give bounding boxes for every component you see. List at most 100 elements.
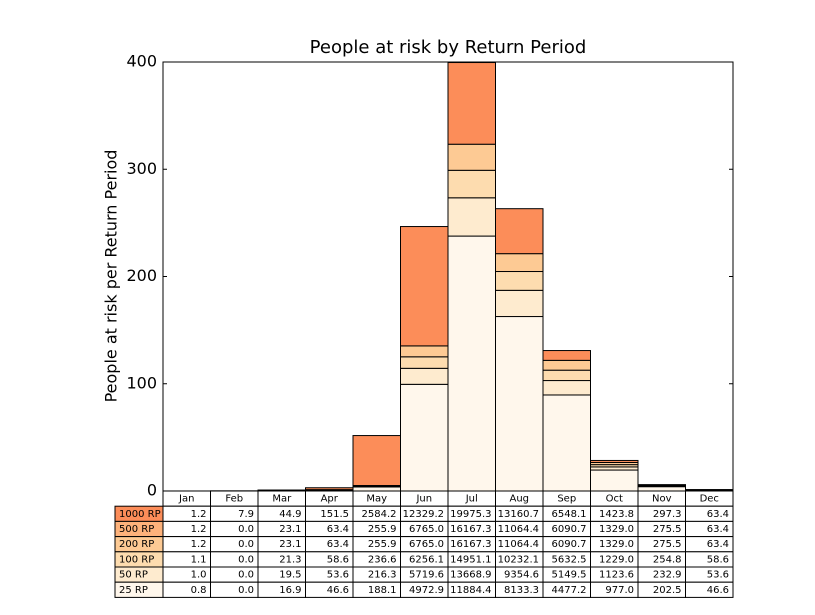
table-value: 232.9: [653, 570, 682, 581]
column-header: Nov: [652, 494, 672, 505]
bar-segment: [495, 289, 544, 318]
bar-segment: [400, 383, 449, 491]
bar-segment: [542, 394, 591, 491]
y-tick-label: 100: [126, 373, 157, 392]
table-value: 0.0: [238, 554, 254, 565]
table-value: 14951.1: [450, 554, 491, 565]
table-value: 23.1: [279, 539, 301, 550]
bar-segment: [495, 271, 544, 291]
table-value: 11064.4: [498, 539, 539, 550]
table-value: 202.5: [653, 585, 682, 596]
table-value: 11884.4: [450, 585, 491, 596]
bar-segment: [542, 350, 591, 361]
y-tick-label: 400: [126, 52, 157, 71]
bar-segment: [305, 487, 354, 491]
table-value: 5719.6: [409, 570, 444, 581]
bar-segment: [542, 380, 591, 396]
table-value: 0.0: [238, 570, 254, 581]
table-value: 275.5: [653, 524, 682, 535]
column-header: Dec: [700, 494, 719, 505]
table-value: 6090.7: [552, 539, 587, 550]
table-value: 13668.9: [450, 570, 491, 581]
table-value: 53.6: [707, 570, 729, 581]
bar-segment: [400, 367, 449, 385]
table-value: 275.5: [653, 539, 682, 550]
table-value: 4972.9: [409, 585, 444, 596]
column-header: Apr: [321, 494, 339, 505]
y-tick-label: 0: [147, 481, 157, 500]
table-value: 0.8: [191, 585, 207, 596]
bar-segment: [542, 359, 591, 371]
table-value: 1123.6: [599, 570, 634, 581]
table-value: 1.2: [191, 509, 207, 520]
table-value: 0.0: [238, 539, 254, 550]
legend-label: 200 RP: [119, 539, 154, 550]
bar-segment: [590, 459, 639, 463]
column-header: Jul: [465, 494, 478, 505]
table-value: 2584.2: [362, 509, 397, 520]
table-value: 8133.3: [504, 585, 539, 596]
table-value: 44.9: [279, 509, 301, 520]
table-value: 16.9: [279, 585, 301, 596]
legend-label: 500 RP: [119, 524, 154, 535]
table-value: 1423.8: [599, 509, 634, 520]
bar-segment: [447, 143, 496, 171]
table-value: 1.1: [191, 554, 207, 565]
table-value: 46.6: [327, 585, 349, 596]
column-header: Sep: [557, 494, 576, 505]
legend-label: 1000 RP: [119, 509, 161, 520]
chart-title: People at risk by Return Period: [310, 37, 587, 58]
bar-segment: [590, 469, 639, 491]
table-value: 1229.0: [599, 554, 634, 565]
table-value: 9354.6: [504, 570, 539, 581]
table-value: 16167.3: [450, 524, 491, 535]
table-value: 63.4: [707, 509, 729, 520]
bar-segment: [400, 356, 449, 369]
table-value: 53.6: [327, 570, 349, 581]
table-value: 58.6: [327, 554, 349, 565]
table-value: 216.3: [368, 570, 397, 581]
table-value: 6090.7: [552, 524, 587, 535]
y-axis-label: People at risk per Return Period: [102, 150, 121, 403]
table-value: 19975.3: [450, 509, 491, 520]
table-value: 1.2: [191, 539, 207, 550]
bar-segment: [495, 316, 544, 491]
table-value: 297.3: [653, 509, 682, 520]
table-value: 63.4: [707, 539, 729, 550]
column-header: Aug: [509, 494, 529, 505]
table-value: 58.6: [707, 554, 729, 565]
table-value: 5632.5: [552, 554, 587, 565]
table-cell: [685, 581, 734, 598]
table-value: 255.9: [368, 539, 397, 550]
table-value: 0.0: [238, 524, 254, 535]
table-value: 254.8: [653, 554, 682, 565]
legend-label: 50 RP: [119, 570, 148, 581]
bars: [163, 62, 733, 491]
bar-segment: [352, 435, 401, 487]
table-value: 1329.0: [599, 524, 634, 535]
table-value: 63.4: [707, 524, 729, 535]
table-value: 6548.1: [552, 509, 587, 520]
y-tick-label: 300: [126, 159, 157, 178]
table-value: 1.0: [191, 570, 207, 581]
table-value: 977.0: [605, 585, 634, 596]
bar-segment: [447, 235, 496, 491]
table-value: 46.6: [707, 585, 729, 596]
table-value: 16167.3: [450, 539, 491, 550]
bar-segment: [447, 62, 496, 145]
y-tick-label: 200: [126, 266, 157, 285]
table-value: 1.2: [191, 524, 207, 535]
table-value: 151.5: [320, 509, 349, 520]
bar-segment: [447, 169, 496, 199]
bar-segment: [495, 253, 544, 273]
column-header: Jun: [415, 494, 432, 505]
bar-segment: [400, 226, 449, 347]
table-value: 6765.0: [409, 524, 444, 535]
table-value: 21.3: [279, 554, 301, 565]
column-header: Mar: [272, 494, 292, 505]
table-value: 236.6: [368, 554, 397, 565]
table-value: 19.5: [279, 570, 301, 581]
table-value: 1329.0: [599, 539, 634, 550]
table-value: 63.4: [327, 539, 349, 550]
